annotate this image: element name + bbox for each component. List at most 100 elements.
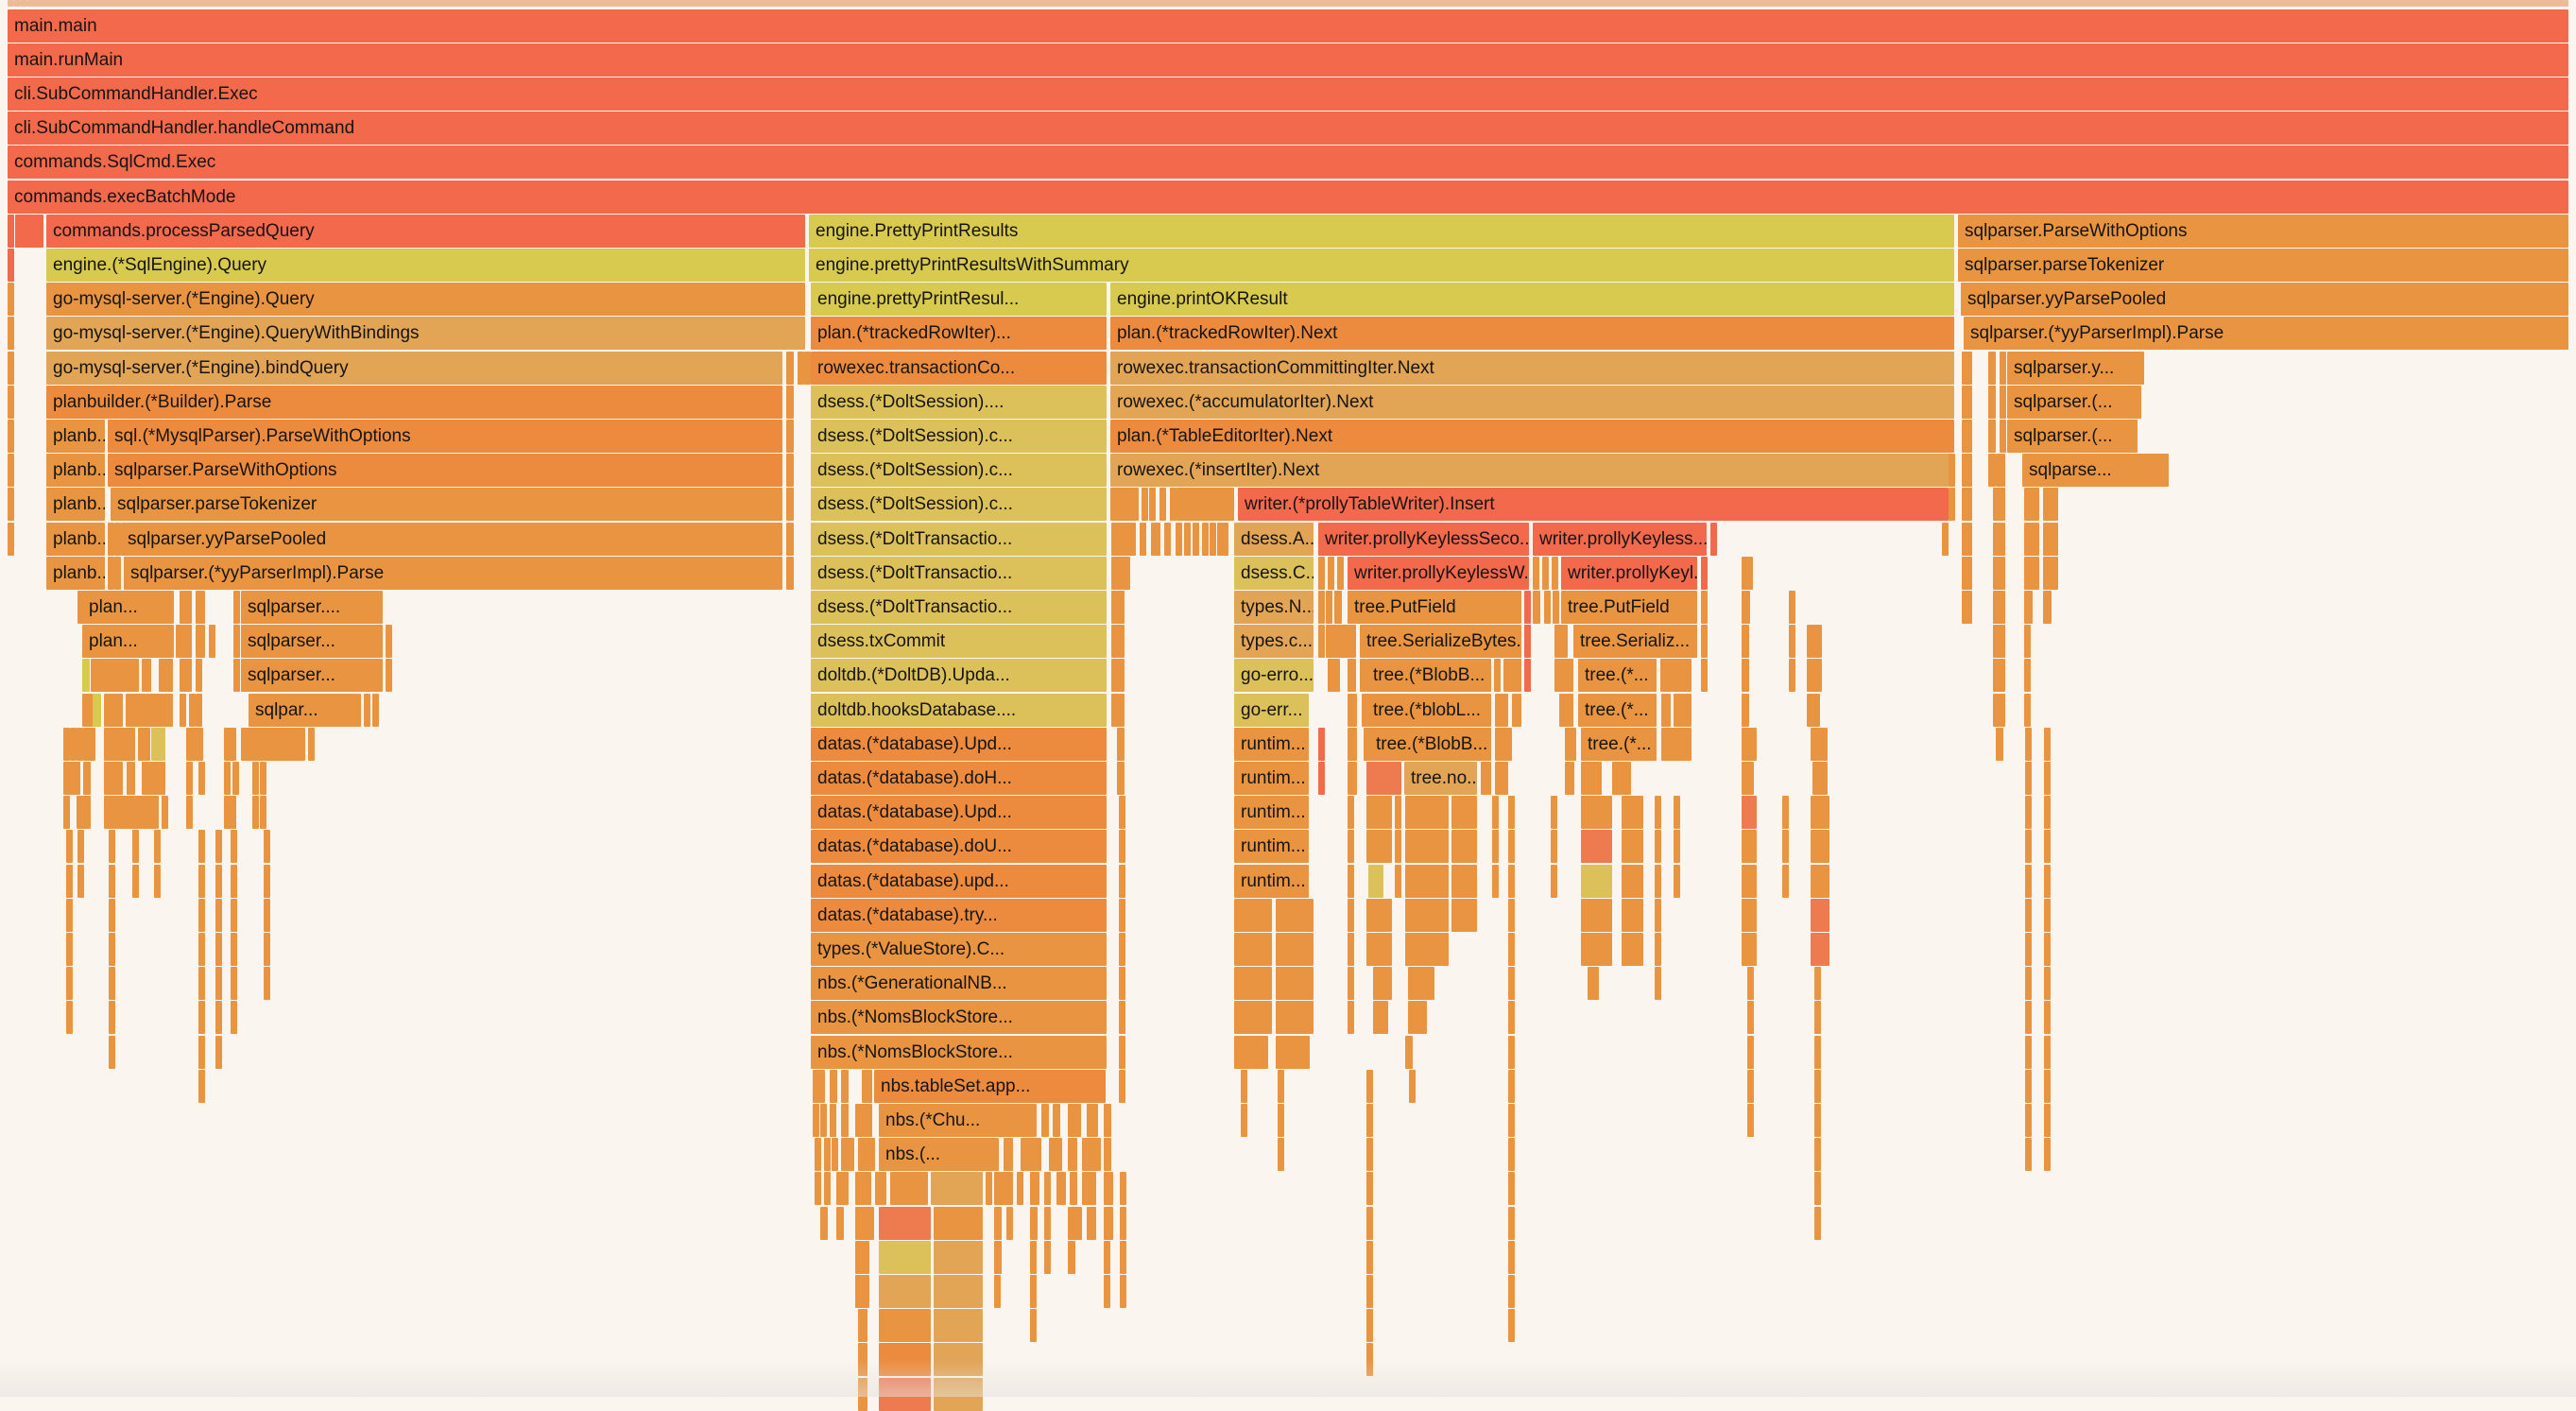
flame-sliver[interactable] xyxy=(1742,693,1749,727)
flame-sliver[interactable] xyxy=(104,796,159,830)
flame-sliver[interactable] xyxy=(1087,1206,1096,1240)
flame-sliver[interactable] xyxy=(1164,522,1171,556)
flame-sliver[interactable] xyxy=(2025,796,2032,830)
flame-sliver[interactable] xyxy=(786,556,794,590)
flame-cell[interactable]: go-erro... xyxy=(1234,659,1314,693)
flame-sliver[interactable] xyxy=(1988,419,1996,453)
flame-sliver[interactable] xyxy=(1151,522,1160,556)
flame-sliver[interactable] xyxy=(1142,488,1148,522)
flame-sliver[interactable] xyxy=(1962,351,1972,385)
flame-sliver[interactable] xyxy=(1811,796,1829,830)
flame-sliver[interactable] xyxy=(364,693,370,727)
flame-sliver[interactable] xyxy=(862,1069,872,1103)
flame-sliver[interactable] xyxy=(93,693,101,727)
flame-sliver[interactable] xyxy=(1996,727,2003,761)
flame-sliver[interactable] xyxy=(252,796,259,830)
flame-cell[interactable]: writer.prollyKeylessSeco... xyxy=(1318,522,1529,556)
flame-sliver[interactable] xyxy=(1111,659,1125,693)
flame-sliver[interactable] xyxy=(1747,967,1754,1001)
flame-sliver[interactable] xyxy=(104,727,135,761)
flame-sliver[interactable] xyxy=(2025,898,2032,932)
flame-sliver[interactable] xyxy=(154,864,161,898)
flame-sliver[interactable] xyxy=(232,761,239,795)
flame-sliver[interactable] xyxy=(1508,1035,1515,1069)
flame-sliver[interactable] xyxy=(1565,761,1574,795)
flame-sliver[interactable] xyxy=(109,932,115,966)
flame-cell[interactable]: tree.SerializeBytes... xyxy=(1360,625,1521,659)
flame-sliver[interactable] xyxy=(1581,830,1612,864)
flame-sliver[interactable] xyxy=(2044,1103,2051,1137)
flame-sliver[interactable] xyxy=(1542,556,1549,590)
flame-cell[interactable]: sqlparser.yyParsePooled xyxy=(1961,283,2568,317)
flame-sliver[interactable] xyxy=(1119,864,1125,898)
flame-sliver[interactable] xyxy=(108,556,114,590)
flame-sliver[interactable] xyxy=(233,590,240,624)
flame-sliver[interactable] xyxy=(1184,522,1191,556)
flame-sliver[interactable] xyxy=(934,1309,983,1343)
flame-sliver[interactable] xyxy=(1962,522,1972,556)
flame-sliver[interactable] xyxy=(1811,830,1829,864)
flame-sliver[interactable] xyxy=(836,1172,849,1206)
flame-sliver[interactable] xyxy=(83,761,91,795)
flame-cell[interactable]: plan.(*TableEditorIter).Next xyxy=(1110,419,1954,453)
flame-sliver[interactable] xyxy=(1551,796,1557,830)
flame-cell[interactable]: go-mysql-server.(*Engine).Query xyxy=(46,283,805,317)
flame-sliver[interactable] xyxy=(1278,1138,1284,1172)
flame-sliver[interactable] xyxy=(1366,1138,1373,1172)
flame-cell[interactable]: types.c... xyxy=(1234,625,1314,659)
flame-sliver[interactable] xyxy=(66,898,73,932)
flame-cell[interactable]: dsess.(*DoltTransactio... xyxy=(811,556,1107,590)
flame-sliver[interactable] xyxy=(1701,659,1708,693)
flame-sliver[interactable] xyxy=(8,317,14,351)
flame-sliver[interactable] xyxy=(1747,1069,1754,1103)
flame-sliver[interactable] xyxy=(1814,1035,1821,1069)
flame-sliver[interactable] xyxy=(1495,761,1508,795)
flame-sliver[interactable] xyxy=(1348,967,1354,1001)
flame-sliver[interactable] xyxy=(1962,488,1972,522)
flame-sliver[interactable] xyxy=(1049,1138,1062,1172)
flame-sliver[interactable] xyxy=(832,1138,838,1172)
flame-cell[interactable]: commands.execBatchMode xyxy=(8,180,2568,214)
flame-sliver[interactable] xyxy=(1241,1069,1247,1103)
flame-sliver[interactable] xyxy=(1030,1172,1039,1206)
flame-cell[interactable]: sqlparser.ParseWithOptions xyxy=(1958,214,2568,248)
flame-sliver[interactable] xyxy=(186,727,203,761)
flame-sliver[interactable] xyxy=(786,351,794,385)
flame-cell[interactable]: doltdb.(*DoltDB).Upda... xyxy=(811,659,1107,693)
flame-sliver[interactable] xyxy=(1962,419,1972,453)
flame-sliver[interactable] xyxy=(1111,556,1130,590)
flame-sliver[interactable] xyxy=(1119,1035,1125,1069)
flame-sliver[interactable] xyxy=(2044,967,2051,1001)
flame-sliver[interactable] xyxy=(264,864,270,898)
flame-sliver[interactable] xyxy=(931,1172,983,1206)
flame-sliver[interactable] xyxy=(1366,1274,1373,1308)
flame-sliver[interactable] xyxy=(855,1274,869,1308)
flame-sliver[interactable] xyxy=(180,659,192,693)
flame-sliver[interactable] xyxy=(855,1103,872,1137)
flame-sliver[interactable] xyxy=(2000,385,2006,419)
flame-sliver[interactable] xyxy=(2044,1069,2051,1103)
flame-sliver[interactable] xyxy=(1318,761,1325,795)
flame-cell[interactable]: writer.prollyKeylessW... xyxy=(1348,556,1529,590)
flame-sliver[interactable] xyxy=(159,659,173,693)
flame-sliver[interactable] xyxy=(1068,1240,1075,1274)
flame-sliver[interactable] xyxy=(2044,830,2051,864)
flame-cell[interactable]: engine.prettyPrintResul... xyxy=(811,283,1107,317)
flame-sliver[interactable] xyxy=(1104,1172,1113,1206)
flame-sliver[interactable] xyxy=(215,1035,222,1069)
flame-sliver[interactable] xyxy=(1104,1206,1113,1240)
flame-sliver[interactable] xyxy=(1405,830,1449,864)
flame-sliver[interactable] xyxy=(231,830,237,864)
flame-sliver[interactable] xyxy=(1120,1206,1126,1240)
flame-sliver[interactable] xyxy=(231,864,237,898)
flame-sliver[interactable] xyxy=(1120,1274,1126,1308)
flame-cell[interactable]: nbs.(*GenerationalNB... xyxy=(811,967,1107,1001)
flame-sliver[interactable] xyxy=(1366,830,1392,864)
flame-sliver[interactable] xyxy=(1811,932,1829,966)
flame-sliver[interactable] xyxy=(1408,1001,1427,1035)
flame-sliver[interactable] xyxy=(2044,1035,2051,1069)
flame-sliver[interactable] xyxy=(1661,693,1671,727)
flame-sliver[interactable] xyxy=(1030,1274,1037,1308)
flame-sliver[interactable] xyxy=(1120,1240,1126,1274)
flame-cell[interactable]: plan.(*trackedRowIter).Next xyxy=(1110,317,1954,351)
